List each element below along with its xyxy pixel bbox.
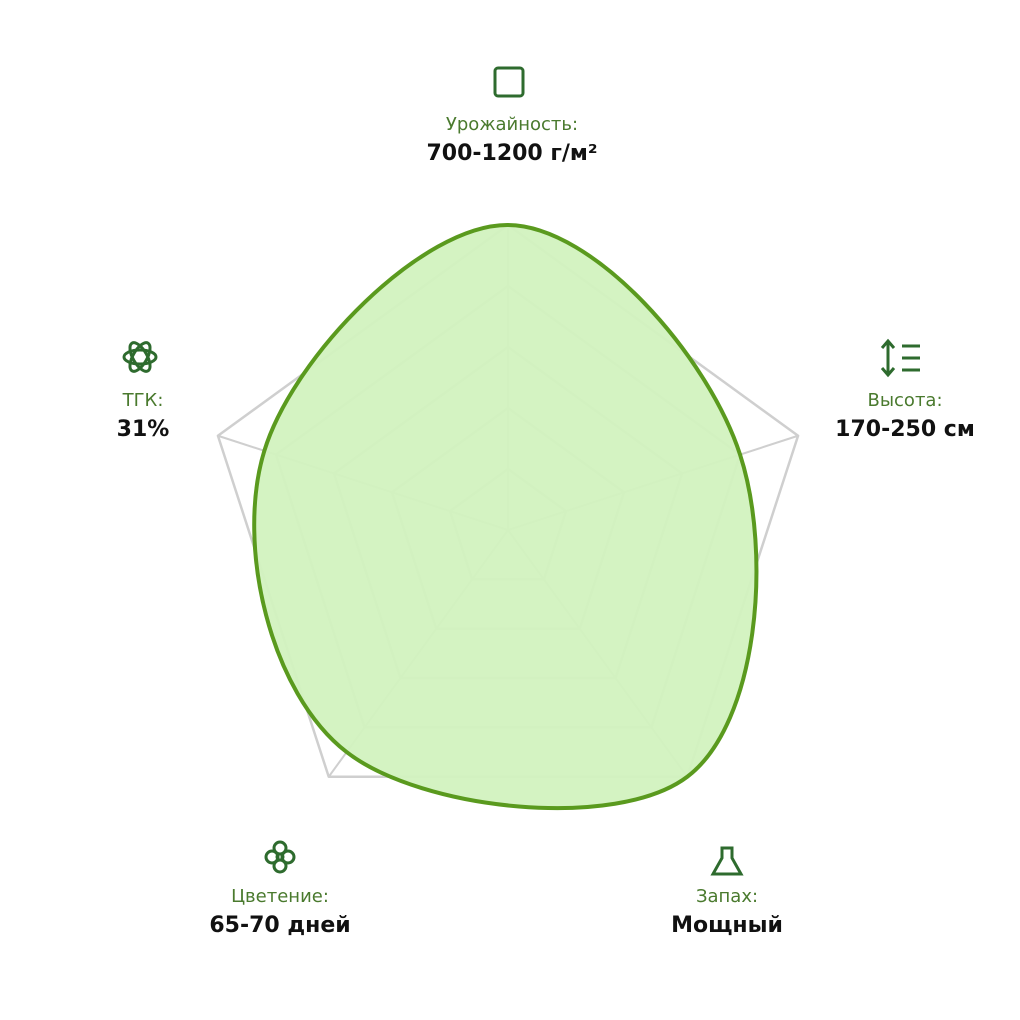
axis-label: Урожайность: [446,114,578,135]
axis-label: Цветение: [231,886,329,907]
icon-flower [264,840,296,874]
radar-area [252,222,759,811]
axis-label: Высота: [867,390,942,411]
icon-scale [493,66,525,98]
axis-value: 65-70 дней [209,913,350,938]
axis-value: 31% [117,417,170,442]
icon-atom [122,341,158,373]
icon-flask [710,846,744,876]
axis-value: 170-250 см [835,417,975,442]
axis-label: Запах: [696,886,758,907]
axis-value: 700-1200 г/м² [426,141,597,166]
axis-label: ТГК: [122,390,164,411]
axis-value: Мощный [671,913,783,938]
icon-height [880,338,920,378]
